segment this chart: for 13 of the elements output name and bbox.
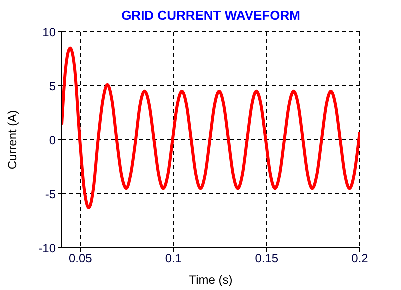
y-tick-label: 0 <box>49 133 56 148</box>
x-axis-title: Time (s) <box>189 273 233 287</box>
y-tick-label: 10 <box>42 25 56 40</box>
x-tick-label: 0.1 <box>165 252 182 266</box>
x-tick-label: 0.05 <box>68 252 93 266</box>
x-tick-label: 0.15 <box>255 252 279 266</box>
y-tick-label: -10 <box>38 241 56 256</box>
x-tick-label: 0.2 <box>352 252 369 266</box>
y-axis-title: Current (A) <box>5 110 20 170</box>
y-tick-label: -5 <box>45 187 56 202</box>
y-tick-label: 5 <box>49 79 56 94</box>
chart-title: GRID CURRENT WAVEFORM <box>120 8 302 23</box>
line-series <box>62 46 360 210</box>
